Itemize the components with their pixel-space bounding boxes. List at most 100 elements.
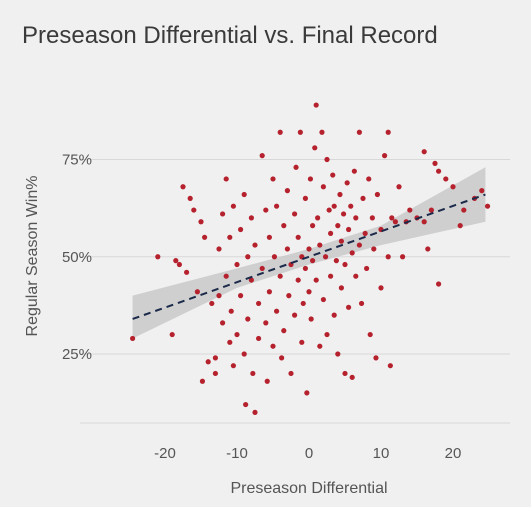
data-point (320, 296, 326, 303)
data-point (358, 300, 365, 307)
data-point (191, 207, 197, 213)
data-point (302, 265, 308, 272)
data-point (432, 160, 438, 166)
data-point (212, 355, 218, 361)
data-point (212, 370, 218, 377)
data-point (300, 300, 306, 307)
data-point (259, 153, 265, 159)
data-point (288, 370, 294, 377)
data-point (199, 378, 206, 384)
data-point (436, 168, 442, 174)
data-point (338, 238, 344, 244)
data-point (351, 168, 357, 174)
x-tick-label: 20 (445, 445, 462, 462)
data-point (362, 230, 368, 237)
data-point (344, 180, 350, 186)
data-point (284, 188, 290, 194)
data-point (319, 129, 325, 135)
data-point (396, 184, 402, 190)
y-tick-label: 50% (62, 249, 92, 266)
x-axis-title: Preseason Differential (230, 480, 387, 497)
data-point (230, 363, 236, 369)
data-point (484, 203, 491, 209)
data-point (317, 343, 323, 349)
data-point (367, 331, 373, 338)
data-point (252, 409, 258, 415)
data-point (297, 129, 303, 135)
data-point (234, 261, 240, 268)
data-point (266, 289, 272, 295)
data-point (295, 277, 301, 283)
data-point (349, 374, 355, 380)
data-point (230, 203, 236, 209)
data-point (223, 273, 229, 279)
data-point (443, 176, 449, 182)
data-point (274, 203, 280, 209)
data-point (241, 351, 247, 357)
data-point (270, 343, 276, 349)
data-point (353, 273, 359, 279)
data-point (220, 211, 226, 217)
data-point (245, 254, 251, 260)
data-point (248, 277, 254, 283)
data-point (310, 258, 316, 264)
confidence-band (132, 167, 486, 339)
data-point (387, 363, 393, 369)
data-point (238, 226, 244, 233)
data-point (338, 285, 344, 291)
data-point (421, 149, 427, 155)
data-point (281, 328, 287, 334)
data-point (356, 242, 362, 248)
data-point (371, 246, 377, 252)
data-point (306, 246, 312, 252)
data-point (328, 230, 334, 237)
data-point (292, 312, 298, 318)
data-point (330, 172, 336, 178)
data-point (312, 145, 318, 151)
data-point (348, 203, 354, 209)
x-tick-label: 0 (305, 445, 313, 462)
data-point (335, 351, 341, 357)
data-point (385, 129, 391, 135)
data-point (228, 308, 234, 314)
data-point (369, 215, 375, 221)
data-point (299, 339, 305, 345)
data-point (307, 176, 314, 182)
data-point (346, 304, 352, 310)
data-point (374, 191, 380, 198)
data-point (295, 234, 301, 240)
x-tick-label: 10 (373, 445, 390, 462)
data-point (223, 176, 229, 182)
data-point (326, 207, 332, 213)
data-point (263, 207, 269, 213)
chart-title: Preseason Differential vs. Final Record (22, 22, 438, 49)
data-point (241, 191, 247, 198)
data-point (284, 246, 290, 252)
data-point (277, 273, 283, 279)
data-point (243, 401, 249, 408)
data-point (324, 156, 330, 163)
data-point (209, 300, 215, 307)
data-point (342, 261, 348, 268)
data-point (421, 219, 427, 225)
data-point (259, 265, 265, 272)
data-point (407, 207, 413, 213)
data-point (366, 176, 372, 182)
data-point (373, 355, 379, 361)
data-point (306, 289, 312, 295)
data-point (194, 289, 200, 295)
data-point (227, 339, 233, 345)
data-point (130, 335, 136, 342)
data-points (130, 102, 491, 415)
data-point (340, 211, 347, 217)
data-point (266, 234, 272, 240)
data-point (302, 195, 308, 201)
data-point (187, 195, 193, 201)
data-point (315, 215, 321, 221)
data-point (245, 316, 251, 322)
data-point (216, 246, 222, 252)
data-point (450, 184, 456, 190)
trend-line (132, 193, 486, 320)
data-point (264, 378, 270, 384)
